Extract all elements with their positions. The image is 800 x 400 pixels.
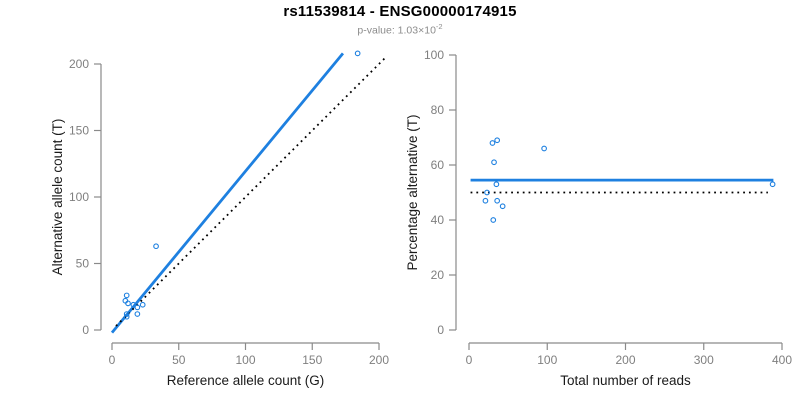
data-point [494,197,501,204]
data-point [139,301,146,308]
data-point [123,311,130,317]
identity-line [115,55,388,327]
data-point [134,304,141,311]
fitted-line [110,52,345,334]
x-axis-title: Total number of reads [560,373,691,388]
y-tick-label: 0 [82,323,89,337]
data-point [541,145,547,152]
data-point [153,243,159,250]
data-point [489,140,496,146]
y-axis-title: Percentage alternative (T) [405,114,420,270]
x-tick-label: 200 [369,353,389,367]
y-tick-label: 60 [431,158,445,172]
x-tick-label: 100 [537,353,557,367]
data-point [499,203,506,210]
data-point [769,181,776,188]
data-point [490,217,497,223]
data-point [122,297,129,304]
data-point [484,189,490,196]
x-tick-label: 400 [772,353,792,367]
data-point [494,137,501,144]
pvalue-text: p-value: 1.03×10 [357,24,436,37]
data-point [134,311,141,317]
pvalue-exponent: -2 [435,22,443,31]
x-axis-title: Reference allele count (G) [167,373,325,388]
y-tick-label: 100 [424,48,444,62]
y-axis-title: Alternative allele count (T) [50,119,65,276]
x-tick-label: 300 [694,353,714,367]
data-point [493,181,500,188]
figure-title: rs11539814 - ENSG00000174915 [283,3,517,20]
y-tick-label: 200 [69,57,89,71]
y-tick-label: 50 [76,257,90,271]
figure-subtitle: p-value: 1.03×10-2 [0,22,800,37]
data-point [482,197,489,204]
x-tick-label: 150 [302,353,322,367]
data-point [123,292,130,299]
y-tick-label: 0 [437,323,444,337]
data-point [123,313,130,320]
data-point [491,159,497,166]
y-tick-label: 40 [431,213,445,227]
plot-allele-counts-scatter: 0 50 100 150 200 0 50 100 150 200 Reference allele… [50,50,389,388]
data-point [130,301,137,308]
x-tick-label: 200 [615,353,635,367]
y-tick-label: 20 [431,268,445,282]
plot-percentage-vs-reads-scatter: 0 20 40 60 80 100 0 100 200 300 400 Total number of… [405,48,792,388]
data-point [354,50,361,57]
data-point [125,300,131,307]
y-tick-label: 100 [69,190,89,204]
y-tick-label: 80 [431,103,445,117]
x-tick-label: 0 [466,353,473,367]
x-tick-label: 50 [172,353,186,367]
x-tick-label: 0 [109,353,116,367]
x-tick-label: 100 [235,353,255,367]
y-tick-label: 150 [69,124,89,138]
